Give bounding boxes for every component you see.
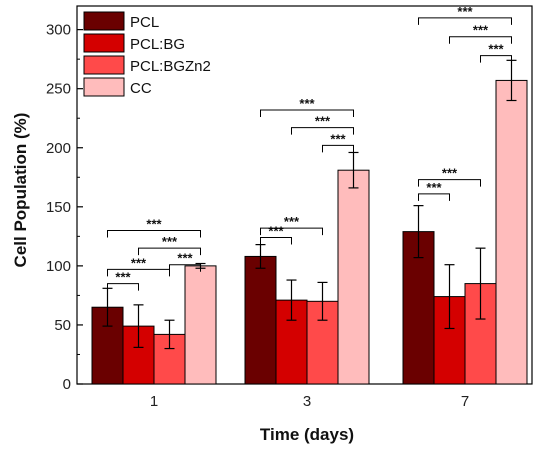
- significance-bracket: [260, 237, 292, 245]
- significance-bracket: [291, 127, 354, 135]
- legend-swatch: [83, 11, 125, 31]
- significance-bracket: [107, 283, 139, 291]
- bars-layer: [91, 79, 528, 385]
- x-tick-label: 7: [461, 393, 469, 410]
- significance-label: ***: [442, 166, 458, 181]
- significance-bracket: [169, 264, 201, 272]
- significance-bracket: [418, 17, 512, 25]
- error-bars-layer: [102, 59, 517, 350]
- legend-label: PCL:BGZn2: [130, 58, 211, 75]
- y-tick-label: 200: [46, 140, 71, 157]
- x-tick-label: 1: [150, 393, 158, 410]
- significance-label: ***: [131, 255, 147, 270]
- bar-cc: [184, 265, 217, 385]
- legend-swatch: [83, 33, 125, 53]
- y-tick-label: 250: [46, 81, 71, 98]
- legend-swatch: [83, 77, 125, 97]
- y-tick-label: 50: [54, 317, 71, 334]
- significance-label: ***: [146, 216, 162, 231]
- significance-bracket: [138, 247, 201, 256]
- bar-pcl: [244, 255, 277, 385]
- significance-label: ***: [457, 4, 473, 19]
- significance-label: ***: [299, 96, 315, 111]
- legend-swatch: [83, 55, 125, 75]
- significance-bracket: [418, 179, 481, 187]
- significance-bracket: [449, 36, 512, 44]
- significance-label: ***: [426, 180, 442, 195]
- significance-bracket: [322, 144, 354, 153]
- x-tick-label: 3: [303, 393, 311, 410]
- significance-label: ***: [268, 224, 284, 239]
- y-tick-label: 300: [46, 22, 71, 39]
- significance-label: ***: [162, 234, 178, 249]
- significance-label: ***: [330, 131, 346, 146]
- significance-bracket: [260, 109, 354, 117]
- significance-bracket: [260, 227, 323, 236]
- legend: PCL PCL:BG PCL:BGZn2 CC: [83, 11, 211, 97]
- y-tick-label: 150: [46, 199, 71, 216]
- significance-label: ***: [177, 251, 193, 266]
- significance-label: ***: [488, 42, 504, 57]
- legend-label: PCL:BG: [130, 36, 185, 53]
- legend-label: CC: [130, 80, 152, 97]
- legend-label: PCL: [130, 14, 159, 31]
- significance-layer: ****************************************…: [107, 4, 512, 291]
- bar-cc: [495, 79, 528, 385]
- significance-label: ***: [115, 270, 131, 285]
- bar-cc: [337, 169, 370, 385]
- significance-label: ***: [284, 214, 300, 229]
- significance-label: ***: [315, 114, 331, 129]
- y-tick-label: 100: [46, 258, 71, 275]
- significance-bracket: [107, 268, 170, 277]
- significance-bracket: [107, 229, 201, 238]
- significance-bracket: [480, 55, 512, 63]
- significance-bracket: [418, 193, 450, 201]
- y-tick-label: 0: [63, 376, 71, 393]
- significance-label: ***: [473, 23, 489, 38]
- x-axis-title: Time (days): [260, 425, 354, 444]
- y-axis-title: Cell Population (%): [11, 113, 30, 268]
